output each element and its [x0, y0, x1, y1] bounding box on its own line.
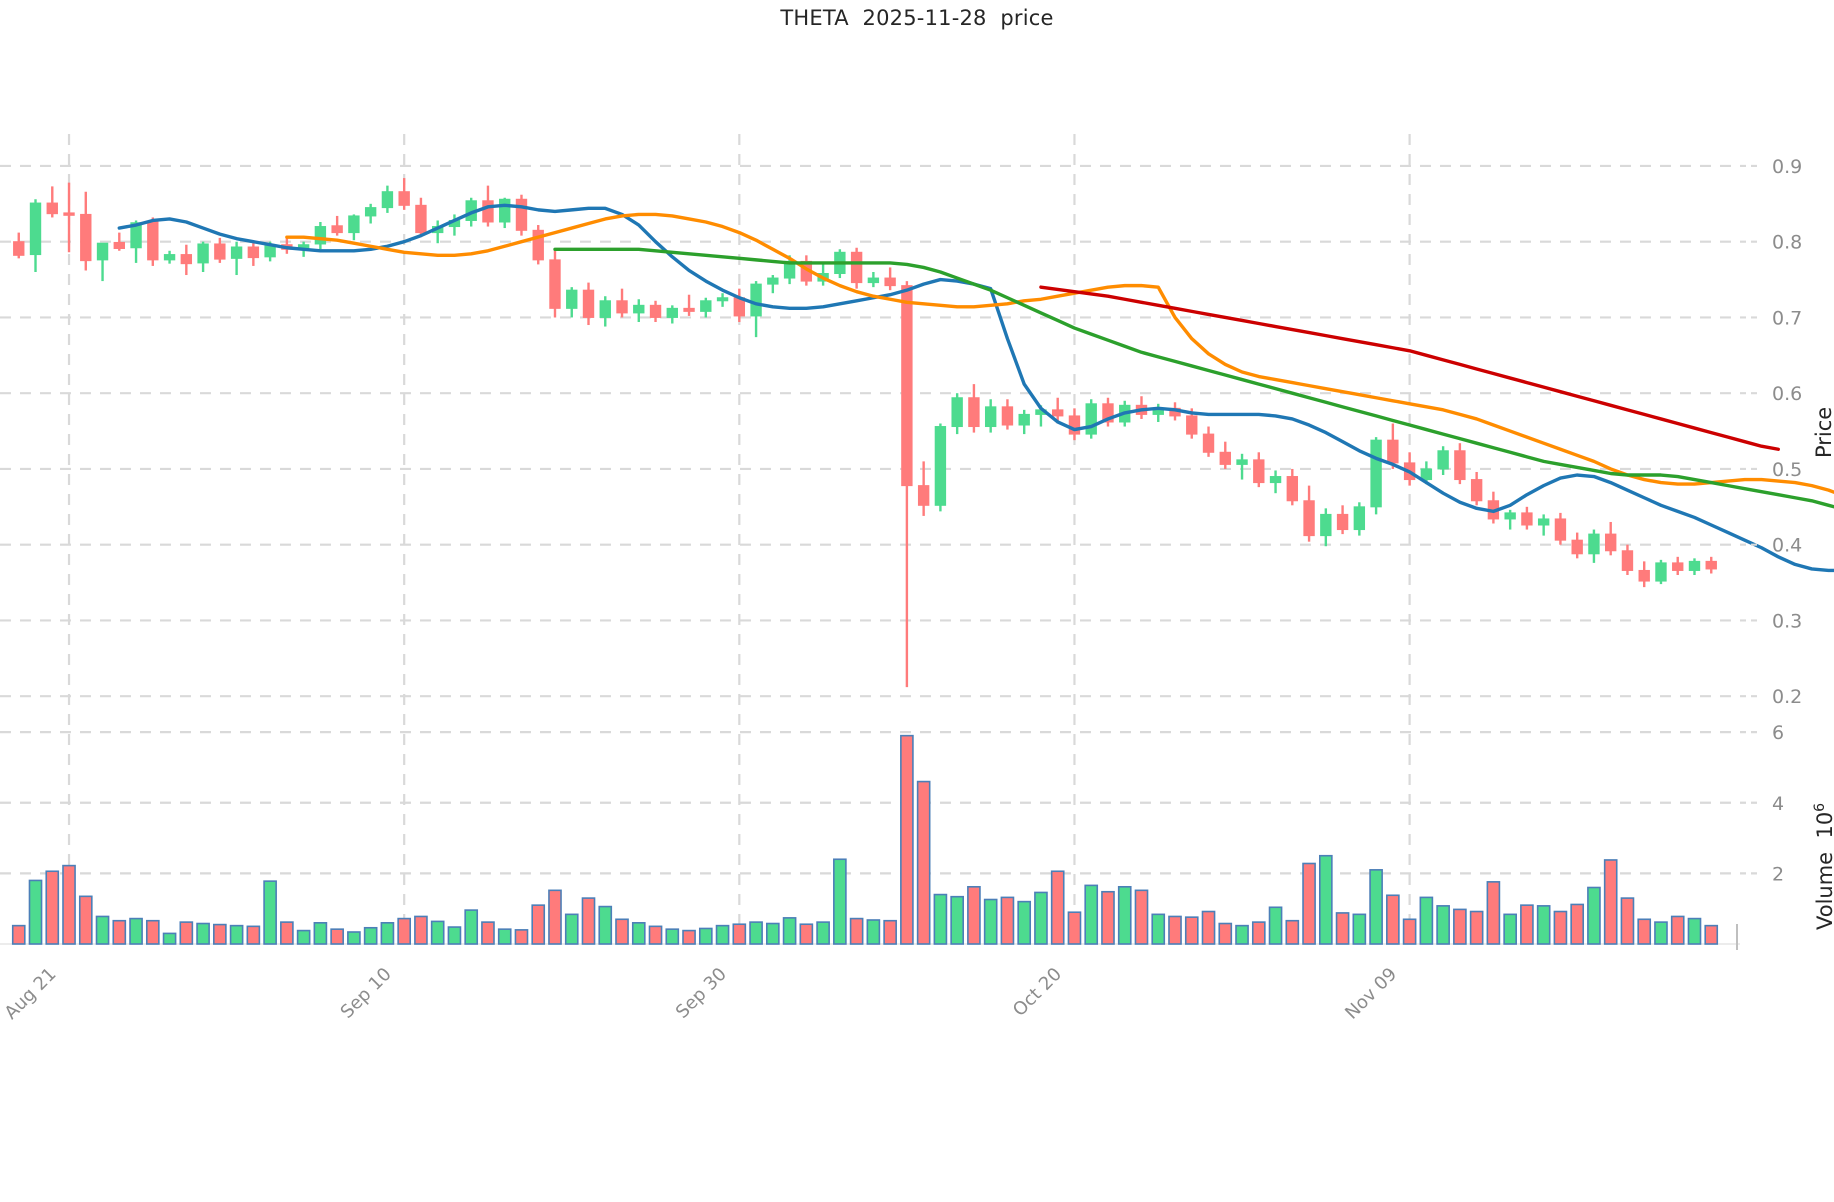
svg-text:Aug 21: Aug 21 — [1, 964, 61, 1024]
svg-text:0.9: 0.9 — [1772, 156, 1802, 178]
svg-text:0.3: 0.3 — [1772, 610, 1802, 632]
svg-text:0.8: 0.8 — [1772, 232, 1802, 254]
svg-text:6: 6 — [1772, 722, 1784, 744]
svg-text:2: 2 — [1772, 863, 1784, 885]
svg-text:Nov 09: Nov 09 — [1341, 964, 1401, 1024]
svg-text:0.2: 0.2 — [1772, 686, 1802, 708]
svg-text:Sep 30: Sep 30 — [672, 964, 731, 1023]
svg-text:4: 4 — [1772, 793, 1784, 815]
svg-text:0.4: 0.4 — [1772, 535, 1802, 557]
grid-layer — [0, 134, 1740, 950]
volume-bars-layer — [11, 734, 1719, 945]
svg-text:Oct 20: Oct 20 — [1009, 964, 1066, 1021]
candlestick-layer — [13, 178, 1717, 688]
svg-text:0.5: 0.5 — [1772, 459, 1802, 481]
moving-average-layer — [117, 203, 1834, 573]
chart-title: THETA 2025-11-28 price — [780, 6, 1054, 30]
svg-text:Sep 10: Sep 10 — [337, 964, 396, 1023]
svg-text:0.7: 0.7 — [1772, 307, 1802, 329]
volume-axis-title: Volume 106 — [1812, 802, 1834, 930]
svg-text:0.6: 0.6 — [1772, 383, 1802, 405]
price-axis-title: Price — [1812, 406, 1834, 458]
